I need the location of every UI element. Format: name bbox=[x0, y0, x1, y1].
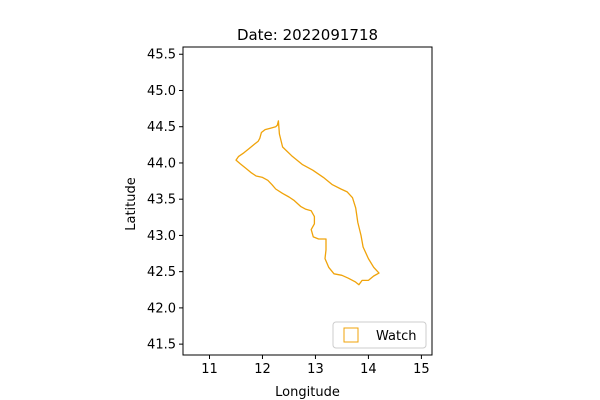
watch-area-outline bbox=[235, 120, 380, 286]
y-tick-label: 41.5 bbox=[147, 338, 176, 353]
y-tick-label: 44.0 bbox=[147, 156, 176, 171]
x-axis-label: Longitude bbox=[275, 385, 340, 400]
y-tick-label: 42.0 bbox=[147, 301, 176, 316]
x-tick-label: 14 bbox=[360, 362, 377, 377]
y-tick-label: 44.5 bbox=[147, 120, 176, 135]
legend: Watch bbox=[332, 321, 427, 349]
x-tick-label: 12 bbox=[254, 362, 271, 377]
y-tick-label: 43.5 bbox=[147, 193, 176, 208]
y-tick-label: 43.0 bbox=[147, 229, 176, 244]
legend-label-watch: Watch bbox=[376, 329, 416, 344]
legend-swatch-watch bbox=[343, 327, 359, 343]
x-tick-label: 11 bbox=[201, 362, 218, 377]
y-tick-label: 45.0 bbox=[147, 84, 176, 99]
watch-outline-layer bbox=[235, 120, 380, 286]
chart-title: Date: 2022091718 bbox=[237, 26, 378, 44]
plot-area bbox=[182, 46, 433, 356]
y-axis-ticks: 41.5 42.0 42.5 43.0 43.5 44.0 44.5 45.0 45.5 bbox=[147, 48, 183, 353]
y-axis-label: Latitude bbox=[124, 177, 139, 231]
y-tick-label: 45.5 bbox=[147, 48, 176, 63]
x-tick-label: 13 bbox=[307, 362, 324, 377]
x-axis-ticks: 11 12 13 14 15 bbox=[201, 355, 430, 377]
axes-frame bbox=[182, 46, 433, 356]
x-tick-label: 15 bbox=[413, 362, 430, 377]
y-tick-label: 42.5 bbox=[147, 265, 176, 280]
